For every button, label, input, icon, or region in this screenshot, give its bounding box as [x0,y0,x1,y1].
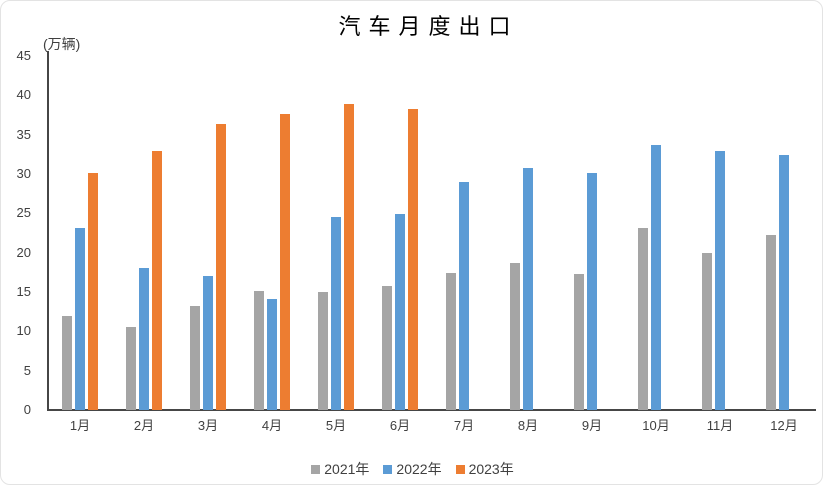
chart-title: 汽车月度出口 [338,15,519,40]
x-category-label: 3月 [197,418,219,433]
bar-group-1月 [48,56,112,410]
bar-2021年-5月 [318,292,328,410]
bar-group-2月 [112,56,176,410]
bar-2021年-11月 [702,253,712,410]
bar-2021年-4月 [254,291,264,410]
bar-2023年-3月 [216,124,226,410]
y-axis-line [47,51,49,411]
bar-2022年-9月 [587,173,597,410]
y-tick-label: 25 [16,205,31,221]
bar-group-4月 [240,56,304,410]
bar-2021年-3月 [190,306,200,410]
bar-2023年-6月 [408,109,418,410]
y-axis-unit-label: (万辆) [43,36,81,52]
bar-group-6月 [368,56,432,410]
legend-label: 2022年 [396,461,442,477]
bar-2023年-5月 [344,104,354,410]
y-tick-label: 5 [23,362,31,378]
y-tick-label: 45 [16,48,31,63]
bar-2022年-5月 [331,217,341,410]
y-tick-label: 10 [16,323,31,339]
x-category-label: 9月 [581,418,603,433]
bar-2023年-4月 [280,114,290,410]
bar-2022年-7月 [459,182,469,410]
bar-2023年-2月 [152,151,162,410]
bar-2023年-1月 [88,173,98,410]
bar-group-5月 [304,56,368,410]
bar-2021年-9月 [574,274,584,410]
bar-2021年-1月 [62,316,72,410]
y-tick-label: 20 [16,244,31,260]
bar-2022年-3月 [203,276,213,410]
legend-item-2021年: 2021年 [311,459,369,479]
bar-2022年-8月 [523,168,533,410]
legend-item-2023年: 2023年 [455,459,514,479]
legend-swatch-icon [383,464,393,474]
bar-2021年-10月 [638,228,648,410]
bar-2022年-2月 [139,268,149,410]
bar-2021年-8月 [510,263,520,410]
y-tick-label: 35 [16,126,31,142]
bar-2021年-2月 [126,327,136,410]
x-category-label: 8月 [517,418,539,433]
bar-group-7月 [432,56,496,410]
x-category-label: 11月 [706,418,734,433]
legend-swatch-icon [311,464,321,474]
bar-group-12月 [752,56,816,410]
bar-2022年-1月 [75,228,85,410]
bar-2021年-7月 [446,273,456,410]
bar-2022年-4月 [267,299,277,410]
bar-2021年-6月 [382,286,392,410]
bar-group-11月 [688,56,752,410]
x-axis-category-labels: 1月 2月 3月 4月 5月 6月 7月 8月 9月 10月 11月 12月 [48,415,816,434]
bar-group-9月 [560,56,624,410]
x-category-label: 10月 [642,418,670,433]
x-category-label: 12月 [770,418,798,433]
bar-2022年-6月 [395,214,405,410]
bar-2022年-12月 [779,155,789,410]
x-axis-line [47,409,816,411]
legend-swatch-icon [455,464,465,474]
plot-area [48,56,816,410]
y-tick-label: 30 [16,166,31,181]
legend-item-2022年: 2022年 [383,459,442,479]
legend-label: 2023年 [468,461,514,477]
bar-2022年-11月 [715,151,725,410]
x-category-label: 6月 [389,418,411,433]
x-category-label: 7月 [453,418,475,433]
bar-group-8月 [496,56,560,410]
bar-group-10月 [624,56,688,410]
bar-2022年-10月 [651,145,661,410]
legend-label: 2021年 [324,461,370,477]
bar-group-3月 [176,56,240,410]
x-category-label: 4月 [261,418,283,433]
x-category-label: 1月 [69,418,91,433]
x-category-label: 5月 [325,418,347,433]
y-tick-label: 0 [23,402,31,417]
bar-2021年-12月 [766,235,776,410]
y-tick-label: 15 [16,284,31,299]
x-category-label: 2月 [133,418,155,433]
y-tick-label: 40 [16,87,31,103]
chart-legend: 2021年 2022年 2023年 [1,459,822,479]
